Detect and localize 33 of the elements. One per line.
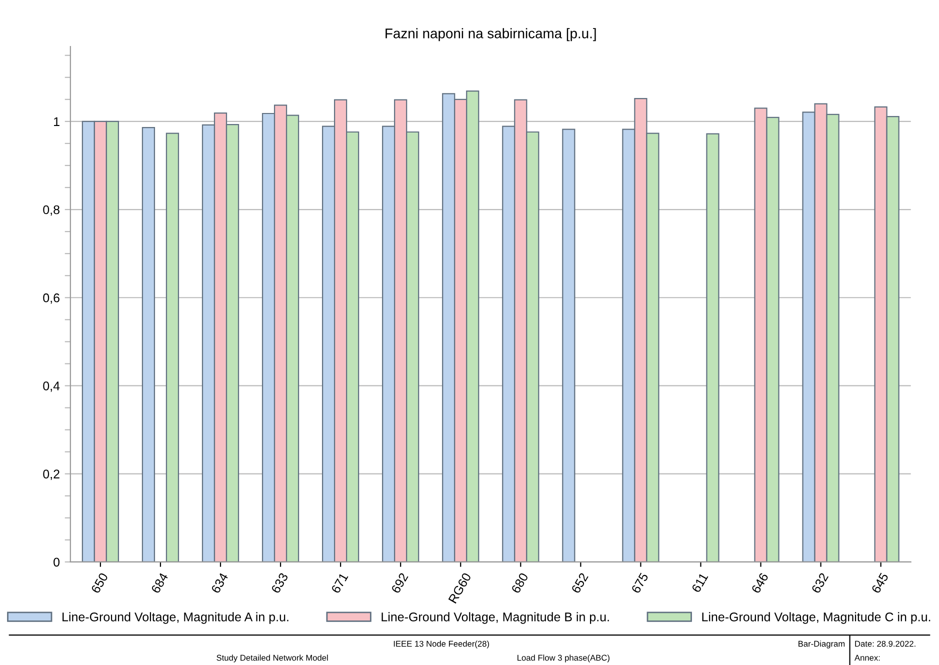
x-tick-label: 675 xyxy=(631,572,649,594)
x-tick-label: 684 xyxy=(150,572,168,594)
y-tick-label: 0,6 xyxy=(43,293,60,304)
x-tick-label: 645 xyxy=(871,572,889,594)
bar xyxy=(166,132,180,562)
x-tick-label: 634 xyxy=(210,572,228,594)
text: Annex: xyxy=(854,654,880,661)
x-tick-label: 680 xyxy=(510,572,529,594)
x-tick-label: 652 xyxy=(571,572,588,594)
bar xyxy=(142,127,156,562)
bar xyxy=(562,128,576,562)
y-tick-label: 0,2 xyxy=(43,470,60,480)
legend-label: Line-Ground Voltage, Magnitude C in p.u. xyxy=(702,612,930,624)
text: Date: 28.9.2022. xyxy=(855,640,916,647)
legend-label: Line-Ground Voltage, Magnitude A in p.u. xyxy=(62,612,288,624)
x-tick-label: 650 xyxy=(90,572,108,594)
text: Load Flow 3 phase(ABC) xyxy=(518,654,610,662)
x-tick-label: 671 xyxy=(330,572,348,594)
bar xyxy=(706,133,720,562)
text: Study Detailed Network Model xyxy=(216,654,328,662)
y-tick-label: 0 xyxy=(54,558,60,567)
text: IEEE 13 Node Feeder(28) xyxy=(394,640,489,648)
x-tick-label: 632 xyxy=(811,572,829,594)
x-tick-label: 633 xyxy=(270,572,288,594)
y-tick-label: 1 xyxy=(54,117,60,126)
x-tick-label: 611 xyxy=(691,572,708,593)
x-tick-label: 646 xyxy=(751,572,769,594)
x-tick-label: 692 xyxy=(390,572,408,594)
y-tick-label: 0,8 xyxy=(43,205,60,216)
y-tick-label: 0,4 xyxy=(43,382,60,392)
legend-label: Line-Ground Voltage, Magnitude B in p.u. xyxy=(382,612,609,624)
chart-title: Fazni naponi na sabirnicama [p.u.] xyxy=(386,28,596,42)
text: Bar-Diagram xyxy=(798,640,845,648)
